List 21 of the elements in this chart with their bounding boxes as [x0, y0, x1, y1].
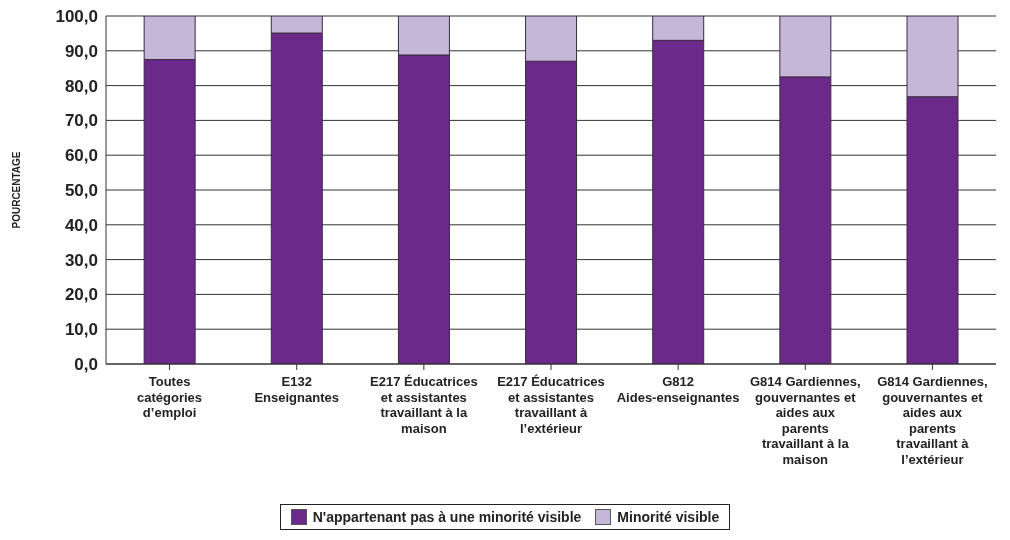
y-tick-label: 100,0	[55, 7, 98, 27]
x-tick-label: E217 Éducatrices et assistantes travaillant à l’extérieur	[497, 374, 605, 436]
y-tick-label: 30,0	[64, 250, 98, 270]
y-tick-label: 0,0	[74, 355, 98, 375]
x-tick-label: E132 Enseignantes	[254, 374, 339, 405]
y-tick-label: 90,0	[64, 41, 98, 61]
y-axis-title: POURCENTAGE	[10, 151, 22, 229]
y-tick-label: 10,0	[64, 320, 98, 340]
x-tick-label: G814 Gardiennes, gouvernantes et aides aux parents travaillant à l’extérieur	[877, 374, 988, 467]
y-tick-label: 20,0	[64, 285, 98, 305]
x-tick-label: G812 Aides-enseignantes	[616, 374, 740, 405]
legend-label: Minorité visible	[617, 509, 720, 525]
x-tick-label: E217 Éducatrices et assistantes travaillant à la maison	[370, 374, 478, 436]
y-tick-label: 60,0	[64, 146, 98, 166]
x-tick-label: G814 Gardiennes, gouvernantes et aides aux parents travaillant à la maison	[750, 374, 861, 467]
y-tick-label: 40,0	[64, 215, 98, 235]
y-tick-label: 70,0	[64, 111, 98, 131]
legend-label: N'appartenant pas à une minorité visible	[312, 509, 582, 525]
x-tick-label: Toutes catégories d’emploi	[137, 374, 203, 420]
y-tick-label: 80,0	[64, 76, 98, 96]
y-tick-label: 50,0	[64, 181, 98, 201]
